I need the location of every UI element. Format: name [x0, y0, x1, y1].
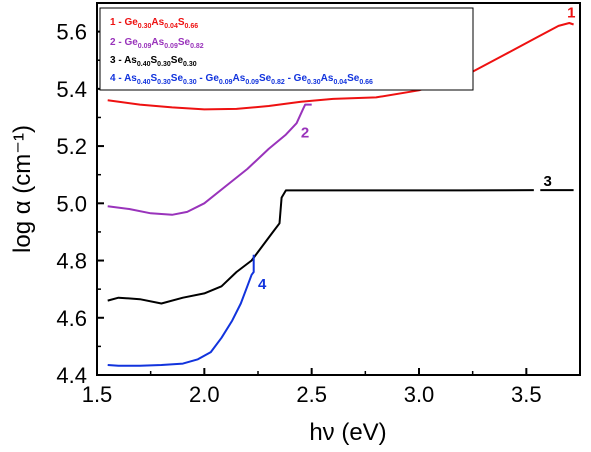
legend-box: [99, 7, 474, 91]
y-tick-label: 5.2: [56, 134, 87, 159]
legend-subscript: 0.30: [183, 79, 197, 86]
legend-subscript: 0.09: [219, 79, 233, 86]
legend-element: As: [321, 73, 334, 84]
legend-subscript: 0.30: [157, 61, 171, 68]
series-line-1: [107, 22, 574, 111]
legend-element: As: [124, 73, 137, 84]
legend-element: As: [151, 17, 164, 28]
series-lines: [107, 22, 574, 367]
plot-frame: [96, 2, 581, 376]
legend-element: As: [233, 73, 246, 84]
series-label-2: 2: [301, 124, 309, 141]
legend-number: 1: [110, 17, 116, 28]
x-tick-label: 3.5: [511, 382, 542, 407]
legend-subscript: 0.04: [333, 79, 347, 86]
x-tick-label: 3.0: [404, 382, 435, 407]
y-axis-title: log α (cm⁻¹): [9, 125, 36, 253]
legend-element: Se: [171, 55, 184, 66]
y-tick-label: 5.0: [56, 191, 87, 216]
legend-dash: -: [116, 17, 125, 28]
legend-dash: -: [116, 55, 125, 66]
legend-dash: -: [116, 37, 125, 48]
series-line-3: [107, 189, 574, 305]
x-tick-label: 2.0: [189, 382, 220, 407]
y-tick-label: 4.4: [56, 363, 87, 388]
legend-element: As: [151, 37, 164, 48]
legend-subscript: 0.09: [138, 43, 152, 50]
legend-element: Se: [171, 73, 184, 84]
y-tick-label: 5.6: [56, 20, 87, 45]
y-tick-label: 5.4: [56, 77, 87, 102]
legend-subscript: 0.82: [190, 43, 204, 50]
y-tick-label: 4.8: [56, 249, 87, 274]
legend-number: 3: [110, 55, 116, 66]
legend-entry-1: 1 - Ge0.30​As0.04​S0.66​: [110, 17, 198, 30]
legend-element: S: [151, 73, 158, 84]
legend-element: Ge: [124, 17, 138, 28]
x-tick-label: 2.5: [296, 382, 327, 407]
series-line-4: [107, 254, 255, 367]
series-label-4: 4: [258, 276, 267, 293]
legend-entry-4: 4 - As0.40​S0.30​Se0.30​ - Ge0.09​As0.09…: [110, 73, 373, 86]
series-label-1: 1: [567, 4, 575, 21]
y-tick-label: 4.6: [56, 306, 87, 331]
legend-entry-2: 2 - Ge0.09​As0.09​Se0.82​: [110, 37, 204, 50]
legend-subscript: 0.82: [271, 79, 285, 86]
x-tick-label: 1.5: [82, 382, 113, 407]
legend-subscript: 0.30: [138, 23, 152, 30]
legend-subscript: 0.30: [183, 61, 197, 68]
legend-number: 4: [110, 73, 116, 84]
legend-subscript: 0.40: [137, 79, 151, 86]
legend-element: Se: [178, 37, 191, 48]
legend-subscript: 0.30: [307, 79, 321, 86]
legend-subscript: 0.66: [185, 23, 199, 30]
series-end-labels: 1 2 3 4: [258, 4, 575, 293]
legend-subscript: 0.66: [359, 79, 373, 86]
series-line-2: [107, 103, 312, 216]
legend-element: As: [124, 55, 137, 66]
legend-subscript: 0.09: [164, 43, 178, 50]
x-axis-title: hν (eV): [309, 419, 386, 446]
legend-element: Se: [347, 73, 360, 84]
legend-element: S: [178, 17, 185, 28]
legend-element: - Ge: [197, 73, 220, 84]
legend-number: 2: [110, 37, 116, 48]
series-label-3: 3: [544, 173, 552, 190]
legend-subscript: 0.30: [157, 79, 171, 86]
legend-element: Se: [259, 73, 272, 84]
legend-element: Ge: [124, 37, 138, 48]
legend: 1 - Ge0.30​As0.04​S0.66​ 2 - Ge0.09​As0.0…: [110, 17, 373, 86]
axis-ticks: 1.5 2.0 2.5 3.0 3.5 4.4 4.6 4.8 5.0 5.2 5.4 5.6: [56, 20, 541, 407]
legend-element: S: [151, 55, 158, 66]
legend-subscript: 0.09: [245, 79, 259, 86]
legend-element: - Ge: [285, 73, 308, 84]
legend-subscript: 0.40: [137, 61, 151, 68]
legend-subscript: 0.04: [164, 23, 178, 30]
legend-entry-3: 3 - As0.40​S0.30​Se0.30​: [110, 55, 197, 68]
legend-dash: -: [116, 73, 125, 84]
